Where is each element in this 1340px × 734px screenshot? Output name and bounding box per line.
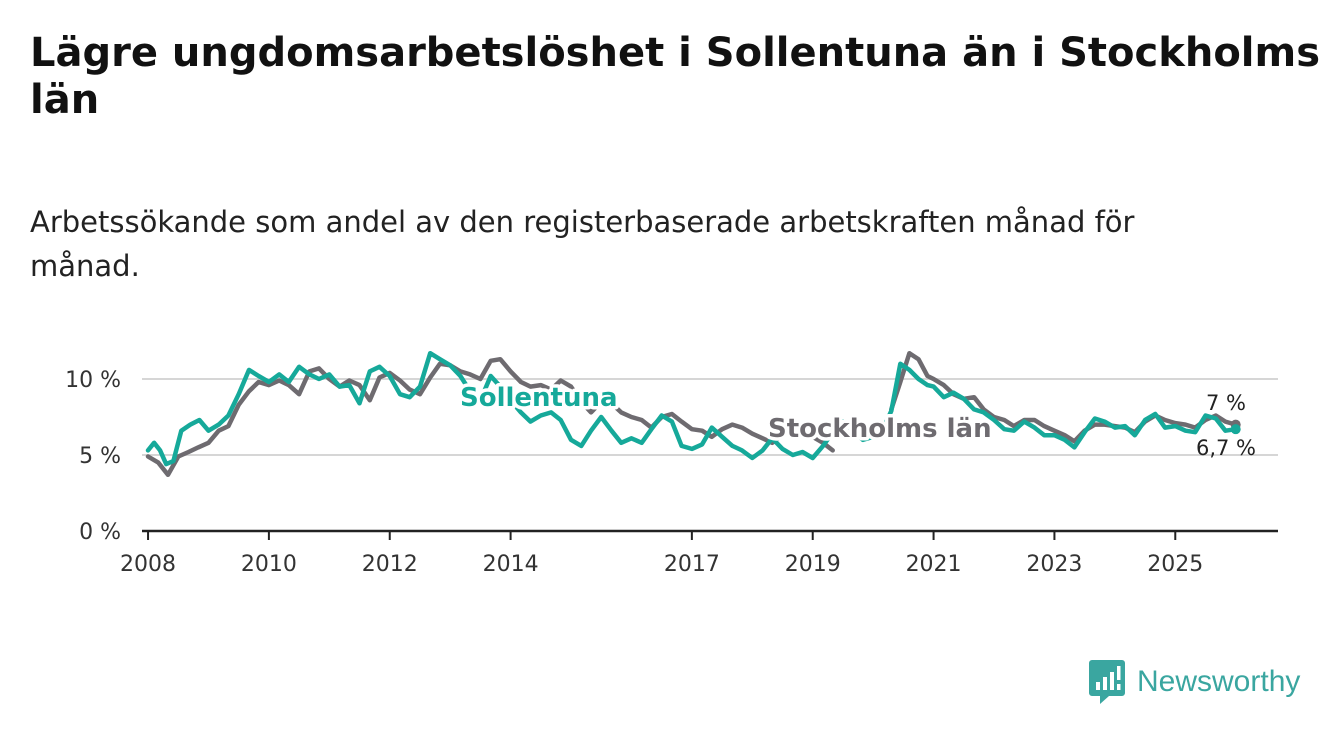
sollentuna-end-value: 6,7 %: [1196, 436, 1256, 460]
sollentuna-end-point: [1230, 424, 1241, 435]
sollentuna-line: [145, 350, 1238, 467]
stockholm-end-value: 7 %: [1206, 391, 1246, 415]
x-tick-label: 2010: [241, 552, 297, 577]
y-tick-label: 10 %: [65, 368, 121, 393]
y-tick-label: 5 %: [79, 444, 121, 469]
x-tick-label: 2025: [1147, 552, 1203, 577]
x-tick-label: 2012: [362, 552, 418, 577]
x-tick-label: 2014: [483, 552, 539, 577]
x-tick-label: 2021: [906, 552, 962, 577]
x-tick-label: 2019: [785, 552, 841, 577]
brand-name: Newsworthy: [1137, 665, 1301, 698]
series-lines: [145, 350, 1241, 478]
page-title: Lägre ungdomsarbetslöshet i Sollentuna ä…: [30, 30, 1320, 123]
x-tick-label: 2023: [1026, 552, 1082, 577]
chart-subtitle: Arbetssökande som andel av den registerb…: [30, 205, 1135, 283]
newsworthy-logo: Newsworthy: [1089, 660, 1300, 704]
sollentuna-label-halo: Sollentuna: [460, 383, 618, 413]
x-tick-label: 2017: [664, 552, 720, 577]
gridlines: [142, 378, 1278, 456]
y-tick-label: 0 %: [79, 520, 121, 545]
stockholm-label: Stockholms län: [768, 414, 992, 444]
stockholm-line: [145, 350, 1238, 478]
stockholm-label-halo: Stockholms län: [768, 414, 992, 444]
sollentuna-label: Sollentuna: [460, 383, 618, 413]
axes: 0 % 5 % 10 % 2008 2010 2012 2014 2017 2019 2021 20…: [65, 368, 1278, 577]
x-tick-label: 2008: [120, 552, 176, 577]
bar-chart-icon: [1089, 660, 1125, 704]
